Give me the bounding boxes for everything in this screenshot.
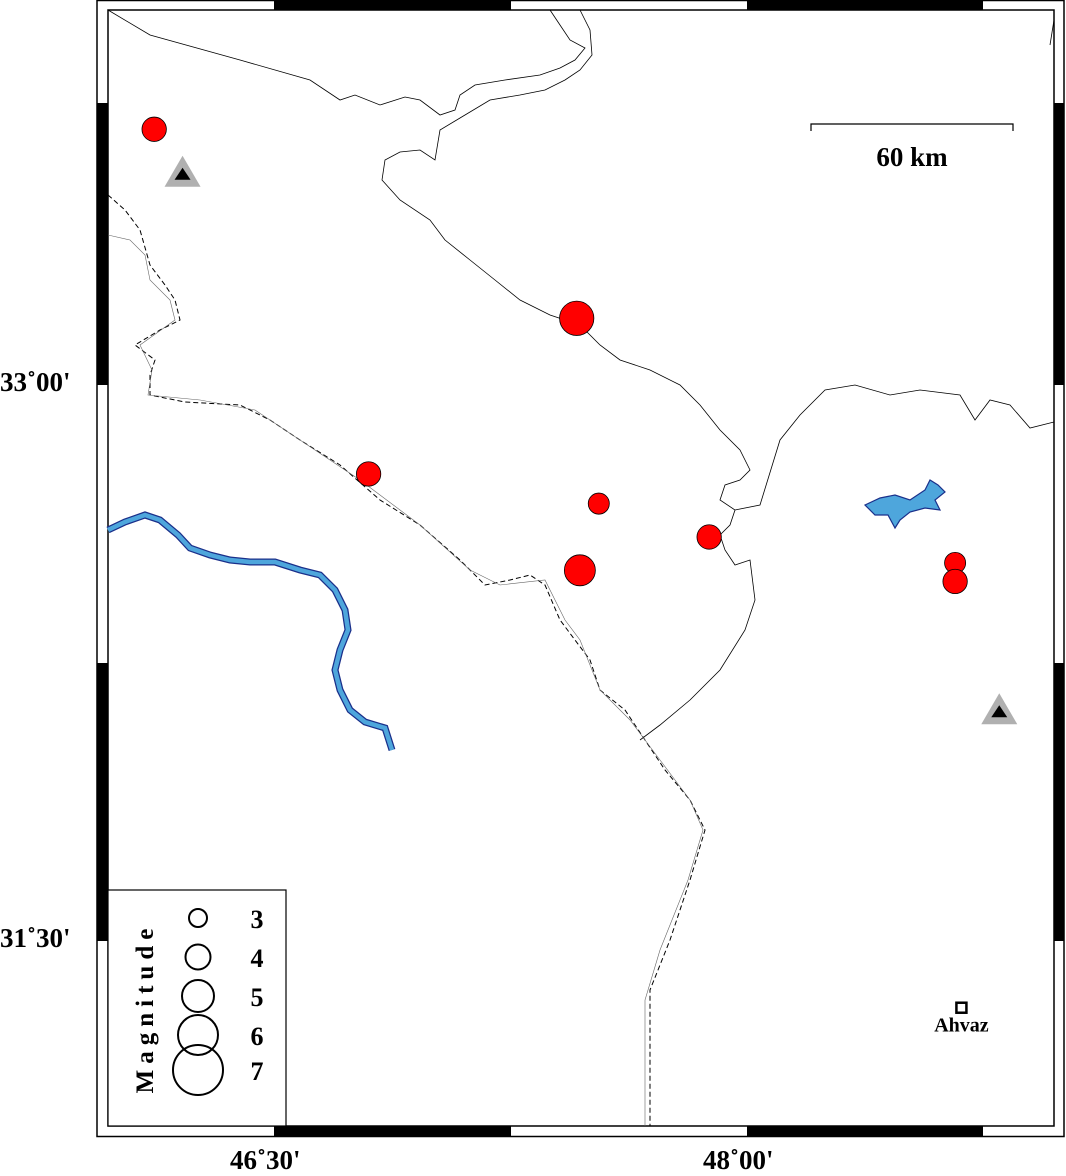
earthquake-event xyxy=(355,461,382,487)
legend-title: Magnitude xyxy=(132,923,159,1094)
borders xyxy=(107,9,1055,741)
city-label: Ahvaz xyxy=(934,1015,989,1037)
earthquake-event xyxy=(563,554,596,587)
legend-circle xyxy=(184,943,212,971)
lake xyxy=(863,479,946,530)
legend-label: 6 xyxy=(251,1022,264,1051)
legend-circle xyxy=(177,1014,219,1056)
river xyxy=(107,512,395,751)
earthquake-event xyxy=(696,524,722,550)
legend-circle xyxy=(188,908,208,928)
lat-label-31-30: 31˚30' xyxy=(0,923,71,953)
earthquake-event xyxy=(559,300,595,336)
lon-label-46-30: 46˚30' xyxy=(230,1145,301,1175)
earthquake-event xyxy=(587,492,610,515)
earthquake-event xyxy=(942,568,968,595)
international-border xyxy=(107,194,750,1127)
frame-ticks xyxy=(97,0,1064,1136)
legend-label: 3 xyxy=(251,905,264,934)
legend-label: 4 xyxy=(251,944,264,973)
station-marker-icon xyxy=(174,167,191,180)
scale-bar xyxy=(810,123,1014,131)
city-marker-icon xyxy=(955,1001,968,1014)
legend-box xyxy=(107,889,287,1127)
legend-circle xyxy=(181,979,215,1013)
earthquake-event xyxy=(141,116,167,142)
lat-label-33-00: 33˚00' xyxy=(0,367,71,397)
province-border xyxy=(107,234,704,1126)
legend-circle xyxy=(172,1044,224,1096)
lon-label-48-00: 48˚00' xyxy=(703,1145,774,1175)
legend-label: 5 xyxy=(251,983,264,1012)
legend-label: 7 xyxy=(251,1057,264,1086)
outer-frame xyxy=(96,0,1065,1138)
scale-bar-label: 60 km xyxy=(876,142,948,172)
station-marker-icon xyxy=(991,705,1008,718)
